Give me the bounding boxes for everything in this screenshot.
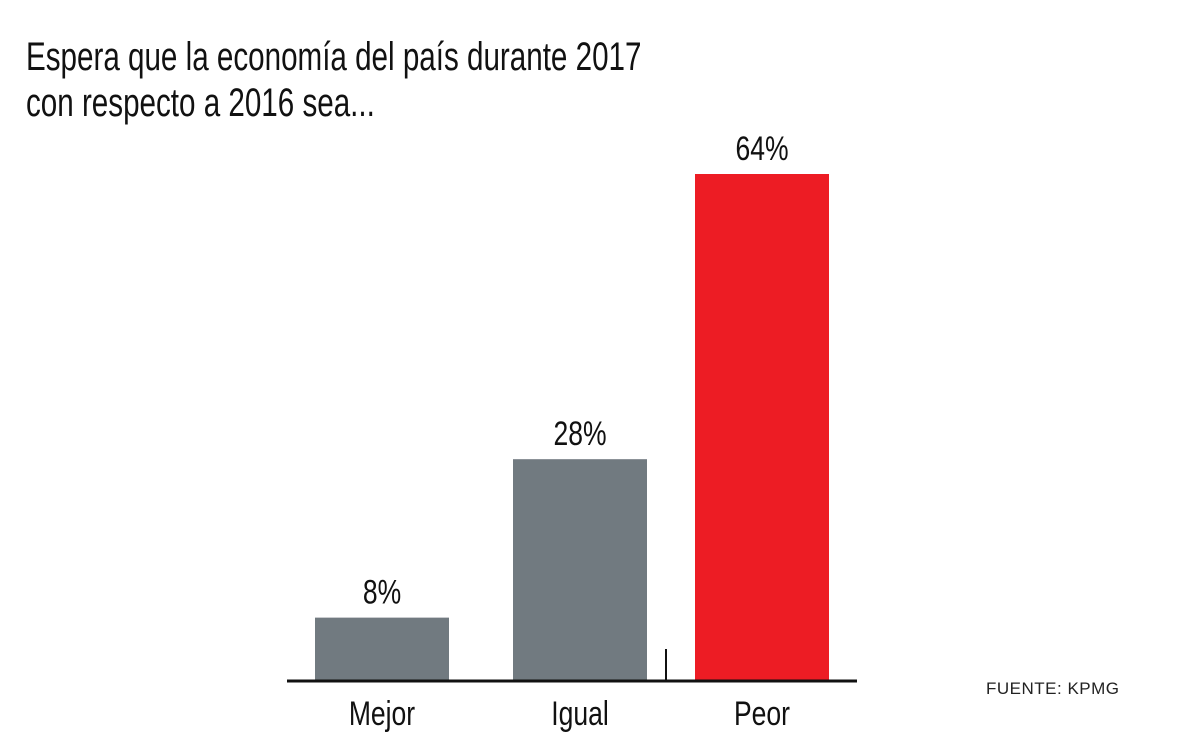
value-label: 64%: [735, 130, 788, 168]
value-label: 28%: [553, 415, 606, 453]
value-label: 8%: [363, 574, 401, 612]
chart-title: Espera que la economía del país durante …: [26, 34, 641, 126]
bar-peor: [695, 174, 829, 681]
category-label: Igual: [551, 695, 609, 733]
title-line-2: con respecto a 2016 sea...: [26, 81, 375, 125]
category-label: Mejor: [349, 695, 415, 733]
bar-igual: [513, 459, 647, 681]
bar-mejor: [315, 617, 449, 681]
title-line-1: Espera que la economía del país durante …: [26, 35, 642, 79]
category-label: Peor: [734, 695, 790, 733]
source-note: FUENTE: KPMG: [986, 679, 1120, 698]
